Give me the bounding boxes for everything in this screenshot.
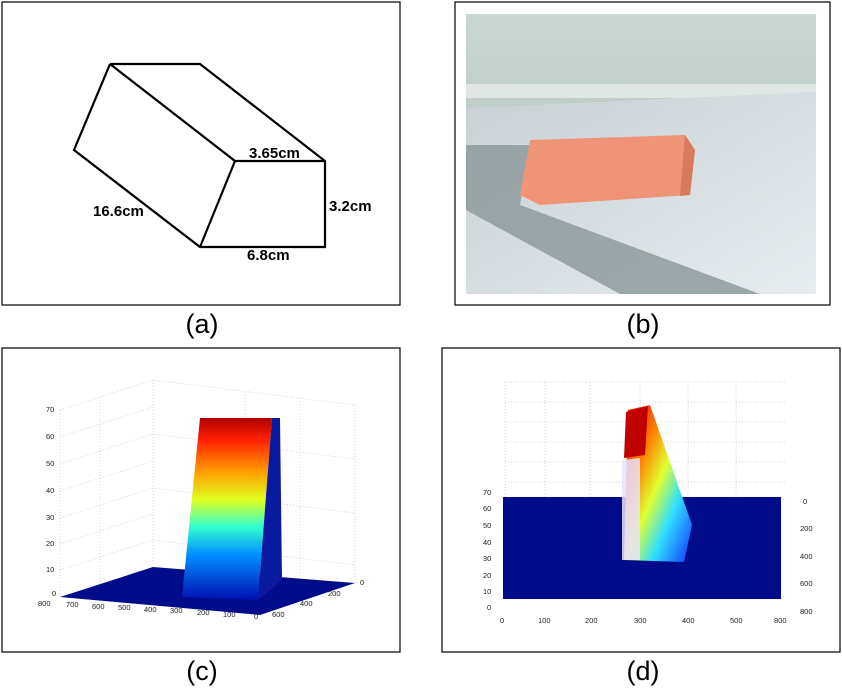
photo-brick	[520, 135, 695, 205]
dimension-label: 3.65cm	[249, 145, 300, 162]
x-tick-label: 500	[118, 603, 131, 612]
x-tick-label: 300	[634, 616, 647, 625]
z-tick-label: 0	[52, 589, 56, 598]
panel-frame	[1, 1, 401, 306]
y-tick-label: 800	[800, 607, 813, 616]
x-tick-label: 400	[144, 605, 157, 614]
x-tick-label: 300	[170, 606, 183, 615]
caption: (c)	[186, 656, 217, 686]
z-tick-label: 40	[46, 486, 54, 495]
y-tick-label: 400	[300, 599, 313, 608]
z-tick-label: 60	[46, 432, 54, 441]
x-tick-label: 800	[38, 599, 51, 608]
x-tick-label: 0	[500, 616, 504, 625]
x-tick-label: 700	[66, 600, 79, 609]
box-drawing	[72, 62, 327, 249]
z-tick-label: 30	[483, 554, 491, 563]
x-tick-label: 400	[682, 616, 695, 625]
z-tick-label: 30	[46, 513, 54, 522]
z-tick-label: 20	[46, 539, 54, 548]
panel-b: (b)	[454, 1, 831, 339]
photo-shadow	[466, 145, 760, 294]
surface-side	[258, 418, 282, 600]
y-tick-label: 0	[360, 578, 364, 587]
y-tick-label: 400	[800, 552, 813, 561]
z-tick-label: 50	[46, 459, 54, 468]
z-tick-label: 0	[487, 603, 491, 612]
surface-edge	[622, 458, 640, 560]
z-tick-label: 20	[483, 571, 491, 580]
x-tick-label: 0	[254, 612, 258, 621]
surface-top	[624, 406, 648, 458]
photo-skirting	[466, 84, 816, 98]
panel-d: 70 60 50 40 30 20 10 0 0 100 200 300 400…	[441, 347, 841, 686]
y-tick-label: 600	[272, 610, 285, 619]
z-tick-label: 10	[46, 565, 54, 574]
x-tick-label: 600	[92, 602, 105, 611]
y-tick-label: 600	[800, 579, 813, 588]
x-tick-label: 200	[585, 616, 598, 625]
dimension-label: 3.2cm	[329, 198, 372, 215]
z-tick-label: 60	[483, 504, 491, 513]
z-tick-label: 10	[483, 587, 491, 596]
panel-c: 70 60 50 40 30 20 10 0 800 700 600 500 4…	[1, 347, 401, 686]
x-tick-label: 100	[538, 616, 551, 625]
z-tick-label: 70	[46, 405, 54, 414]
z-tick-label: 40	[483, 538, 491, 547]
x-tick-label: 200	[197, 608, 210, 617]
x-tick-label: 100	[223, 610, 236, 619]
photo-brick-side	[680, 135, 695, 196]
panel-a: 3.65cm 3.2cm 16.6cm 6.8cm (a)	[1, 1, 401, 339]
surface-wall	[182, 418, 272, 600]
x-tick-label: 500	[730, 616, 743, 625]
dimension-label: 16.6cm	[93, 203, 144, 220]
dimension-label: 6.8cm	[247, 247, 290, 264]
y-tick-label: 200	[800, 524, 813, 533]
caption: (a)	[186, 309, 219, 339]
z-tick-label: 50	[483, 521, 491, 530]
caption: (b)	[627, 309, 660, 339]
y-tick-label: 0	[803, 497, 807, 506]
x-tick-label: 800	[774, 616, 787, 625]
y-tick-label: 200	[328, 589, 341, 598]
caption: (d)	[627, 656, 660, 686]
z-tick-label: 70	[483, 488, 491, 497]
